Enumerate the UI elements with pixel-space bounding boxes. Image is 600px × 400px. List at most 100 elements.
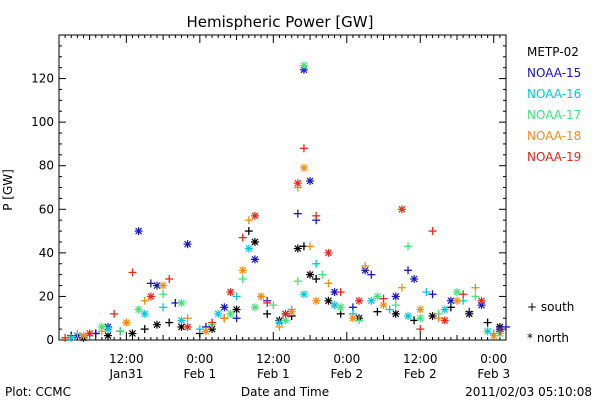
- legend-entry: METP-02: [527, 45, 579, 59]
- south-marker: [324, 279, 333, 288]
- south-marker: [159, 303, 168, 312]
- north-marker: [177, 298, 186, 307]
- footer-credit: Plot: CCMC: [5, 385, 71, 399]
- x-tick-label: 0:00: [186, 352, 213, 366]
- chart-title: Hemispheric Power [GW]: [187, 13, 374, 31]
- x-tick-date-label: Feb 1: [183, 367, 216, 381]
- north-marker: [226, 288, 235, 297]
- x-axis-label: Date and Time: [241, 385, 329, 399]
- north-marker: [416, 305, 425, 314]
- north-marker: [299, 290, 308, 299]
- north-marker: [453, 288, 462, 297]
- x-tick-date-label: Feb 2: [404, 367, 437, 381]
- south-marker: [73, 329, 82, 338]
- y-tick-label: 100: [31, 115, 54, 129]
- south-marker: [165, 318, 174, 327]
- south-marker: [428, 227, 437, 236]
- south-marker: [269, 301, 278, 310]
- south-marker: [238, 233, 247, 242]
- north-marker: [250, 303, 259, 312]
- south-marker: [355, 316, 364, 325]
- north-marker: [177, 316, 186, 325]
- north-marker: [453, 296, 462, 305]
- north-marker: [336, 303, 345, 312]
- y-tick-label: 20: [39, 289, 54, 303]
- south-marker: [471, 292, 480, 301]
- y-axis-label: P [GW]: [1, 169, 15, 211]
- north-marker: [293, 179, 302, 188]
- south-marker: [459, 290, 468, 299]
- series-metp-02: [67, 227, 504, 342]
- north-marker: [391, 309, 400, 318]
- south-marker: [263, 309, 272, 318]
- north-marker: [226, 309, 235, 318]
- marker-legend-entry: * north: [527, 331, 569, 345]
- south-marker: [110, 309, 119, 318]
- north-marker: [128, 329, 137, 338]
- north-marker: [299, 163, 308, 172]
- north-marker: [250, 255, 259, 264]
- plot-frame: [58, 34, 507, 341]
- north-marker: [361, 266, 370, 275]
- north-marker: [312, 296, 321, 305]
- marker-legend: + south * north: [527, 300, 574, 345]
- north-marker: [428, 312, 437, 321]
- north-marker: [208, 325, 217, 334]
- north-marker: [250, 211, 259, 220]
- north-marker: [483, 327, 492, 336]
- north-marker: [391, 292, 400, 301]
- south-marker: [140, 296, 149, 305]
- north-marker: [134, 305, 143, 314]
- north-marker: [410, 275, 419, 283]
- south-marker: [195, 325, 204, 334]
- y-tick-label: 60: [39, 202, 54, 216]
- south-marker: [183, 314, 192, 323]
- north-marker: [299, 61, 308, 70]
- legend-entry: NOAA-18: [527, 129, 581, 143]
- south-marker: [373, 307, 382, 316]
- x-tick-label: 0:00: [333, 352, 360, 366]
- north-marker: [232, 305, 241, 314]
- north-marker: [140, 309, 149, 318]
- north-marker: [330, 301, 339, 310]
- series-noaa-15: [73, 65, 510, 340]
- south-marker: [336, 288, 345, 297]
- north-marker: [122, 318, 131, 327]
- north-marker: [440, 305, 449, 314]
- south-marker: [404, 242, 413, 251]
- south-marker: [220, 314, 229, 323]
- x-tick-date-label: Feb 1: [257, 367, 290, 381]
- footer-timestamp: 2011/02/03 05:10:08: [465, 385, 592, 399]
- south-marker: [318, 270, 327, 279]
- north-marker: [250, 237, 259, 246]
- south-marker: [208, 318, 217, 327]
- south-marker: [165, 275, 174, 283]
- south-marker: [312, 275, 321, 283]
- y-tick-label: 120: [31, 72, 54, 86]
- south-marker: [128, 268, 137, 277]
- south-marker: [293, 209, 302, 218]
- south-marker: [275, 322, 284, 331]
- north-marker: [440, 316, 449, 325]
- south-marker: [61, 333, 70, 342]
- north-marker: [397, 205, 406, 214]
- south-marker: [232, 292, 241, 301]
- south-marker: [391, 301, 400, 310]
- legend-entry: NOAA-17: [527, 108, 581, 122]
- north-marker: [416, 314, 425, 323]
- x-tick-label: 0:00: [480, 352, 507, 366]
- north-marker: [330, 288, 339, 297]
- south-marker: [465, 307, 474, 316]
- y-tick-label: 80: [39, 159, 54, 173]
- south-marker: [159, 290, 168, 299]
- north-marker: [306, 176, 315, 185]
- south-marker: [385, 305, 394, 314]
- north-marker: [103, 325, 112, 334]
- north-marker: [67, 333, 76, 342]
- south-marker: [263, 298, 272, 307]
- south-marker: [146, 279, 155, 288]
- series-noaa-16: [67, 244, 498, 342]
- south-marker: [244, 216, 253, 225]
- north-marker: [103, 331, 112, 340]
- south-marker: [471, 283, 480, 292]
